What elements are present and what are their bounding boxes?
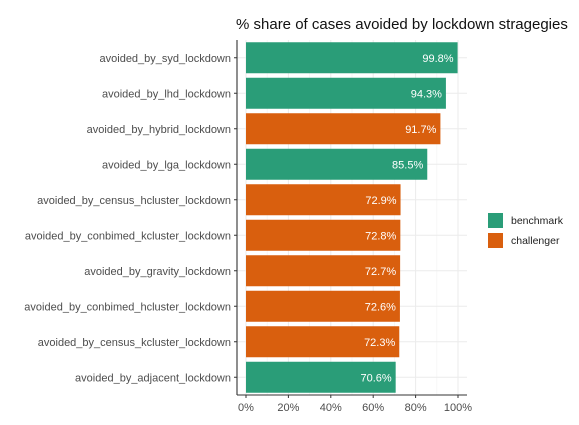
- legend-item-challenger: challenger: [488, 231, 563, 250]
- bar-avoided_by_conbimed_kcluster_lockdown: [246, 219, 401, 251]
- bars: [246, 42, 458, 393]
- bar-avoided_by_syd_lockdown: [246, 42, 458, 74]
- bar-value-label: 72.6%: [365, 301, 396, 313]
- y-tick-label: avoided_by_census_kcluster_lockdown: [38, 337, 231, 349]
- bar-avoided_by_lga_lockdown: [246, 148, 428, 180]
- bar-labels: 99.8% 94.3% 91.7% 85.5% 72.9% 72.8% 72.7% 72.6%…: [360, 53, 453, 385]
- legend-label-benchmark: benchmark: [511, 214, 563, 227]
- x-tick-label: 100%: [444, 402, 472, 414]
- y-tick-label: avoided_by_lga_lockdown: [102, 159, 231, 171]
- x-tick-label: 0%: [238, 402, 254, 414]
- bar-avoided_by_census_hcluster_lockdown: [246, 184, 401, 216]
- legend-key-benchmark: [488, 213, 503, 228]
- bar-value-label: 70.6%: [360, 372, 391, 384]
- legend-key-challenger: [488, 233, 503, 248]
- y-tick-label: avoided_by_hybrid_lockdown: [87, 124, 231, 136]
- legend-item-benchmark: benchmark: [488, 211, 563, 230]
- x-tick-label: 40%: [320, 402, 342, 414]
- x-tick-label: 20%: [277, 402, 299, 414]
- bar-avoided_by_lhd_lockdown: [246, 77, 446, 109]
- y-tick-label: avoided_by_conbimed_hcluster_lockdown: [24, 301, 231, 313]
- x-tick-label: 60%: [362, 402, 384, 414]
- y-tick-label: avoided_by_census_hcluster_lockdown: [37, 195, 231, 207]
- y-tick-label: avoided_by_conbimed_kcluster_lockdown: [25, 230, 231, 242]
- y-tick-label: avoided_by_syd_lockdown: [100, 53, 231, 65]
- y-tick-label: avoided_by_lhd_lockdown: [102, 88, 231, 100]
- bar-value-label: 99.8%: [422, 53, 453, 65]
- bar-value-label: 72.7%: [365, 266, 396, 278]
- x-tick-label: 80%: [405, 402, 427, 414]
- chart-title: % share of cases avoided by lockdown str…: [236, 16, 568, 33]
- y-tick-label: avoided_by_gravity_lockdown: [84, 266, 231, 278]
- bar-avoided_by_census_kcluster_lockdown: [246, 326, 400, 358]
- legend: benchmark challenger: [488, 211, 563, 251]
- x-axis: 0% 20% 40% 60% 80% 100%: [237, 394, 472, 414]
- bar-avoided_by_conbimed_hcluster_lockdown: [246, 290, 400, 322]
- bar-value-label: 72.3%: [364, 337, 395, 349]
- bar-avoided_by_gravity_lockdown: [246, 255, 401, 287]
- bar-value-label: 94.3%: [411, 88, 442, 100]
- legend-label-challenger: challenger: [511, 234, 560, 247]
- y-tick-label: avoided_by_adjacent_lockdown: [75, 372, 231, 384]
- bar-avoided_by_hybrid_lockdown: [246, 113, 441, 145]
- bar-value-label: 72.9%: [365, 195, 396, 207]
- bar-avoided_by_adjacent_lockdown: [246, 361, 396, 393]
- bar-value-label: 85.5%: [392, 159, 423, 171]
- bar-value-label: 72.8%: [365, 230, 396, 242]
- bar-value-label: 91.7%: [405, 124, 436, 136]
- y-axis: avoided_by_syd_lockdown avoided_by_lhd_lo…: [24, 40, 238, 395]
